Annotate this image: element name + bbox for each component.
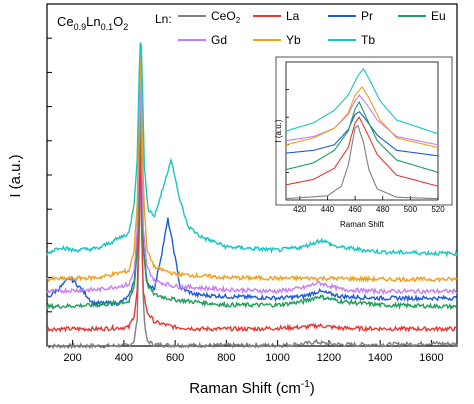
x-axis-label-close: ) xyxy=(310,380,315,397)
inset-series-group xyxy=(285,67,439,200)
x-tick-label-1000: 1000 xyxy=(265,352,289,364)
y-axis-label: I (a.u.) xyxy=(7,154,24,197)
composition-formula: Ce0.9Ln0.1O2 xyxy=(57,14,128,32)
formula-ce-sub: 0.9 xyxy=(74,22,87,32)
inset-x-tick-label-460: 460 xyxy=(348,205,362,214)
x-tick-label-1200: 1200 xyxy=(317,352,341,364)
x-tick-label-200: 200 xyxy=(63,352,81,364)
x-axis-label-main: Raman Shift (cm xyxy=(189,380,301,397)
inset-y-axis-label: I (a.u.) xyxy=(274,119,283,142)
inset-background xyxy=(275,56,453,206)
legend-label-gd: Gd xyxy=(211,33,227,47)
main-series-group xyxy=(46,42,458,350)
legend-label-pr: Pr xyxy=(361,9,373,23)
inset-series-line-la xyxy=(285,116,439,187)
x-tick-label-1400: 1400 xyxy=(368,352,392,364)
formula-ln: Ln xyxy=(86,14,100,29)
series-line-la xyxy=(46,99,458,333)
inset-x-tick-label-500: 500 xyxy=(404,205,418,214)
x-axis-label: Raman Shift (cm-1) xyxy=(189,379,315,397)
series-line-gd xyxy=(46,54,458,296)
inset-series-line-ceo2 xyxy=(285,124,438,200)
inset-x-tick-label-480: 480 xyxy=(376,205,390,214)
inset-x-axis-label: Raman Shift xyxy=(340,220,385,229)
formula-ln-sub: 0.1 xyxy=(101,22,114,32)
inset-series-line-tb xyxy=(285,67,439,135)
formula-o: O xyxy=(113,14,123,29)
legend-label-la: La xyxy=(286,9,300,23)
series-line-eu xyxy=(46,65,458,311)
inset-x-tick-label-440: 440 xyxy=(321,205,335,214)
x-tick-label-800: 800 xyxy=(217,352,235,364)
legend-prefix: Ln: xyxy=(155,12,172,26)
legend-label-ceo2: CeO2 xyxy=(211,9,241,25)
legend: CeO2 La Pr Eu Gd Yb Tb xyxy=(178,9,446,47)
x-tick-label-1600: 1600 xyxy=(419,352,443,364)
legend-label-yb: Yb xyxy=(286,33,301,47)
inset-series-line-gd xyxy=(285,94,439,146)
inset-x-tick-label-520: 520 xyxy=(431,205,445,214)
series-line-yb xyxy=(46,55,458,283)
x-tick-label-400: 400 xyxy=(115,352,133,364)
legend-label-tb: Tb xyxy=(361,33,375,47)
main-axis-ticks: 200 400 600 800 1000 1200 1400 1600 xyxy=(47,37,444,364)
formula-ce: Ce xyxy=(57,14,74,29)
x-tick-label-600: 600 xyxy=(166,352,184,364)
inset-x-tick-label-420: 420 xyxy=(293,205,307,214)
x-axis-label-sup: -1 xyxy=(301,379,310,390)
series-line-tb xyxy=(46,42,458,258)
inset-series-line-yb xyxy=(285,85,439,149)
inset-series-line-eu xyxy=(285,100,439,173)
inset-series-line-pr xyxy=(285,110,439,157)
legend-label-eu: Eu xyxy=(431,9,446,23)
series-line-ceo2 xyxy=(46,93,458,350)
formula-o-sub: 2 xyxy=(123,22,128,32)
